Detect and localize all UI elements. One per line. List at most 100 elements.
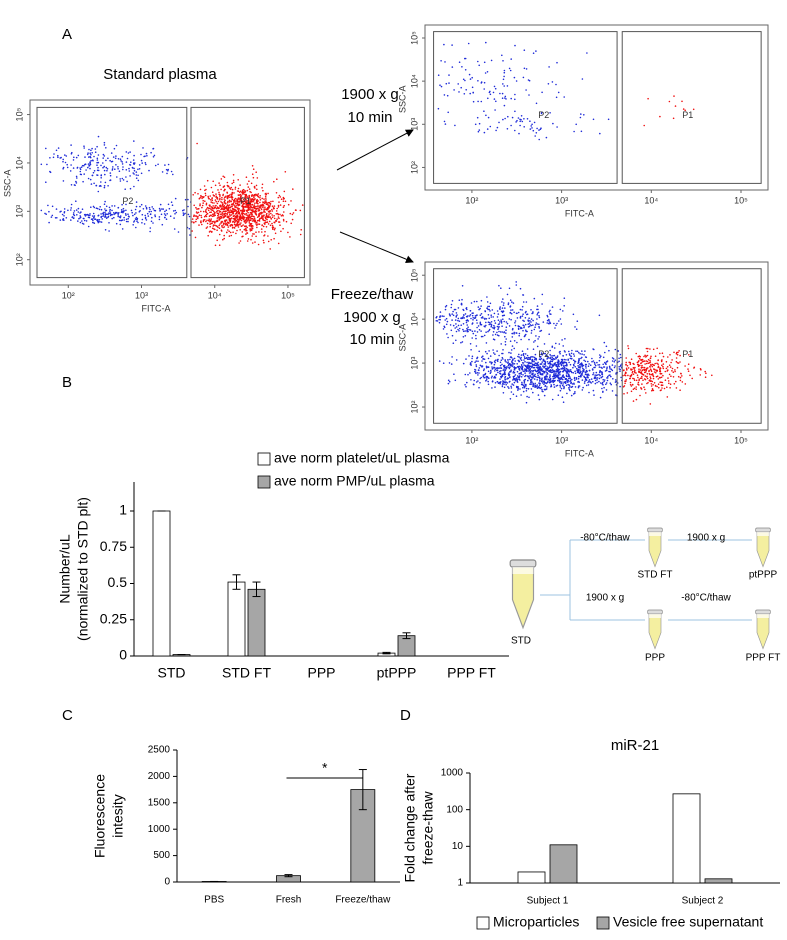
event-dot: [504, 343, 507, 346]
event-dot: [112, 156, 115, 158]
event-dot: [508, 366, 510, 369]
event-dot: [211, 230, 213, 233]
event-dot: [538, 316, 541, 319]
event-dot: [227, 200, 229, 203]
event-dot: [477, 325, 480, 327]
event-dot: [79, 173, 82, 176]
event-dot: [504, 335, 506, 338]
event-dot: [594, 363, 596, 365]
event-dot: [111, 209, 113, 212]
event-dot: [207, 209, 210, 212]
event-dot: [220, 215, 222, 218]
event-dot: [586, 370, 588, 373]
y-tick-label: 10³: [409, 118, 419, 131]
event-dot: [532, 312, 534, 314]
event-dot: [609, 368, 611, 370]
event-dot: [649, 348, 651, 350]
event-dot: [558, 343, 561, 345]
legend-swatch: [257, 452, 271, 466]
event-dot: [75, 182, 78, 184]
event-dot: [530, 372, 532, 374]
event-dot: [500, 343, 503, 345]
event-dot: [623, 369, 625, 371]
event-dot: [249, 202, 252, 205]
event-dot: [133, 163, 135, 165]
event-dot: [228, 206, 230, 209]
event-dot: [249, 224, 251, 226]
event-dot: [253, 204, 256, 206]
event-dot: [651, 389, 653, 392]
event-dot: [538, 325, 540, 328]
event-dot: [662, 374, 664, 377]
event-dot: [530, 362, 533, 364]
event-dot: [510, 391, 513, 393]
event-dot: [228, 204, 231, 206]
legend-label: ave norm PMP/uL plasma: [274, 473, 435, 489]
event-dot: [63, 208, 66, 210]
event-dot: [572, 372, 575, 374]
event-dot: [565, 367, 568, 370]
event-dot: [245, 199, 247, 201]
event-dot: [236, 211, 239, 213]
event-dot: [513, 381, 516, 384]
event-dot: [443, 326, 446, 329]
event-dot: [514, 324, 517, 327]
event-dot: [476, 326, 478, 329]
event-dot: [532, 52, 535, 54]
event-dot: [527, 388, 530, 390]
event-dot: [555, 385, 558, 387]
event-dot: [541, 382, 544, 384]
event-dot: [253, 233, 255, 235]
event-dot: [508, 374, 510, 377]
event-dot: [569, 354, 571, 356]
event-dot: [237, 224, 239, 227]
event-dot: [278, 201, 280, 203]
event-dot: [259, 213, 261, 215]
event-dot: [490, 362, 493, 365]
event-dot: [251, 203, 254, 206]
step-label: Freeze/thaw: [331, 286, 414, 303]
event-dot: [246, 215, 249, 217]
event-dot: [513, 76, 516, 79]
event-dot: [485, 324, 487, 327]
event-dot: [121, 177, 124, 180]
event-dot: [620, 356, 622, 359]
event-dot: [507, 303, 510, 306]
event-dot: [593, 348, 595, 351]
event-dot: [644, 388, 646, 391]
event-dot: [559, 352, 561, 355]
event-dot: [182, 209, 184, 212]
event-dot: [517, 386, 519, 388]
event-dot: [549, 322, 552, 325]
event-dot: [543, 343, 546, 345]
event-dot: [239, 218, 241, 221]
event-dot: [483, 334, 486, 337]
event-dot: [555, 356, 557, 359]
event-dot: [281, 214, 284, 216]
event-dot: [443, 43, 445, 46]
event-dot: [235, 212, 238, 215]
event-dot: [538, 358, 541, 361]
event-dot: [643, 368, 645, 371]
event-dot: [551, 356, 553, 359]
event-dot: [223, 222, 225, 225]
event-dot: [220, 208, 222, 211]
event-dot: [644, 363, 646, 365]
event-dot: [271, 210, 274, 212]
chart-title: miR-21: [611, 737, 659, 754]
event-dot: [232, 181, 235, 184]
event-dot: [480, 335, 483, 338]
event-dot: [488, 323, 491, 326]
event-dot: [238, 219, 240, 222]
event-dot: [688, 354, 690, 356]
event-dot: [57, 156, 59, 159]
event-dot: [644, 354, 646, 357]
event-dot: [667, 369, 669, 371]
event-dot: [254, 220, 257, 222]
event-dot: [518, 353, 520, 356]
event-dot: [250, 199, 252, 202]
event-dot: [548, 381, 551, 384]
event-dot: [83, 147, 85, 149]
event-dot: [586, 374, 588, 377]
event-dot: [554, 376, 557, 379]
